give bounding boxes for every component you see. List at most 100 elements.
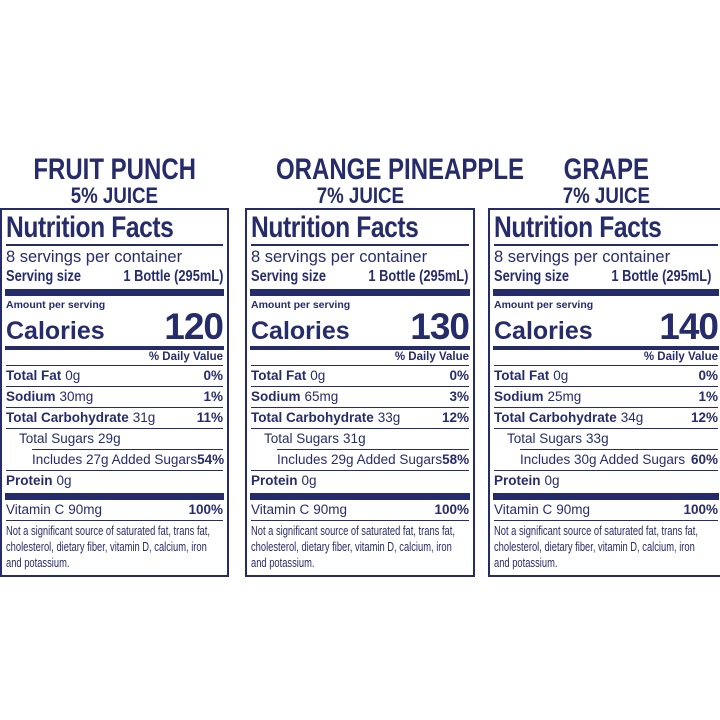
daily-value: 100% [683,502,718,517]
nutrient-name: Vitamin C [251,502,310,517]
row-vitamin-c: Vitamin C 90mg 100% [251,500,469,520]
row-total-sugars: Total Sugars 33g [494,428,718,449]
nutrition-facts-heading: Nutrition Facts [251,211,419,244]
nutrient-name: Includes 29g Added Sugars [277,452,443,467]
juice-percentage-subtitle: 7% JUICE [245,185,475,207]
nutrient-name: Total Fat [6,368,62,383]
nutrient-name: Sodium [494,389,544,404]
daily-value: 1% [698,389,718,404]
nutrient-name: Sodium [6,389,56,404]
flavor-title-text: ORANGE PINEAPPLE [276,153,525,186]
row-total-carbohydrate: Total Carbohydrate 33g 12% [251,407,469,428]
nutrient-amount: 0g [65,368,81,383]
servings-per-container: 8 servings per container [6,248,183,266]
daily-value: 0% [203,368,223,383]
nutrient-amount: 33g [586,431,609,446]
row-vitamin-c: Vitamin C 90mg 100% [494,500,718,520]
row-protein: Protein 0g [6,470,223,491]
serving-size-value: 1 Bottle (295mL) [611,268,712,285]
nutrient-name: Protein [251,473,298,488]
row-total-fat: Total Fat 0g 0% [251,365,469,386]
indented-hairline [277,449,469,450]
row-added-sugars: Includes 27g Added Sugars 54% [6,450,224,470]
row-sodium: Sodium 65mg 3% [251,386,469,407]
nutrition-panel-orange-pineapple: ORANGE PINEAPPLE 7% JUICE Nutrition Fact… [245,155,524,577]
serving-size-row: Serving size 1 Bottle (295mL) [494,267,718,287]
daily-value: 12% [441,410,469,425]
servings-per-container: 8 servings per container [251,248,428,266]
nutrient-amount: 29g [98,431,121,446]
nutrient-name: Total Fat [494,368,550,383]
nutrient-name: Includes 27g Added Sugars [32,452,198,467]
nutrient-amount: 0g [56,473,72,488]
row-protein: Protein 0g [494,470,718,491]
flavor-title: FRUIT PUNCH [0,155,229,185]
nutrition-facts-box: Nutrition Facts 8 servings per container… [488,208,720,577]
nutrient-amount: 90mg [68,502,103,517]
row-total-sugars: Total Sugars 31g [251,428,469,449]
divider-rule [6,244,223,246]
nutrient-name: Total Carbohydrate [251,410,374,425]
flavor-title-text: GRAPE [563,153,649,186]
footnote: Not a significant source of saturated fa… [494,520,718,573]
thick-bar [5,289,224,296]
daily-value: 60% [690,452,718,467]
calories-label: Calories [251,317,350,345]
flavor-title: GRAPE [488,155,720,185]
calories-label: Calories [494,317,593,345]
daily-value: 1% [203,389,223,404]
nutrient-name: Vitamin C [494,502,553,517]
nutrition-facts-box: Nutrition Facts 8 servings per container… [0,208,229,577]
nutrition-facts-heading: Nutrition Facts [494,211,662,244]
row-vitamin-c: Vitamin C 90mg 100% [6,500,223,520]
calories-row: Calories 130 [251,306,470,347]
nutrient-name: Total Fat [251,368,307,383]
juice-percentage-text: 7% JUICE [562,183,650,208]
nutrient-name: Total Carbohydrate [6,410,129,425]
nutrient-amount: 33g [377,410,401,425]
row-sodium: Sodium 25mg 1% [494,386,718,407]
nutrient-amount: 65mg [304,389,339,404]
nutrient-amount: 30mg [59,389,94,404]
indented-hairline [520,449,718,450]
juice-percentage-text: 7% JUICE [316,183,404,208]
daily-value-header: % Daily Value [643,351,718,363]
nutrient-amount: 0g [310,368,326,383]
thick-bar [250,289,470,296]
nutrition-panel-grape: GRAPE 7% JUICE Nutrition Facts 8 serving… [488,155,720,577]
row-added-sugars: Includes 30g Added Sugars 60% [494,450,718,470]
daily-value: 11% [196,410,223,425]
row-total-sugars: Total Sugars 29g [6,428,223,449]
calories-value: 120 [164,306,224,347]
row-total-fat: Total Fat 0g 0% [6,365,223,386]
footnote: Not a significant source of saturated fa… [251,520,469,573]
nutrient-amount: 34g [620,410,644,425]
servings-per-container: 8 servings per container [494,248,671,266]
calories-row: Calories 140 [494,308,719,345]
daily-value: 100% [434,502,469,517]
serving-size-label: Serving size [6,268,82,285]
nutrient-amount: 31g [132,410,156,425]
calories-value: 130 [410,306,470,347]
flavor-title: ORANGE PINEAPPLE [245,155,524,185]
serving-size-label: Serving size [251,268,327,285]
indented-hairline [32,449,223,450]
row-protein: Protein 0g [251,470,469,491]
nutrient-name: Includes 30g Added Sugars [520,452,686,467]
nutrition-facts-box: Nutrition Facts 8 servings per container… [245,208,475,577]
juice-percentage-text: 5% JUICE [70,183,159,208]
daily-value: 3% [449,389,469,404]
nutrition-facts-heading: Nutrition Facts [6,211,174,244]
nutrient-name: Total Sugars [19,431,95,446]
thick-bar [250,493,470,500]
amount-per-serving-label: Amount per serving [251,299,351,311]
thick-bar [5,493,224,500]
daily-value: 12% [690,410,718,425]
row-total-fat: Total Fat 0g 0% [494,365,718,386]
row-total-carbohydrate: Total Carbohydrate 31g 11% [6,407,223,428]
nutrient-amount: 90mg [556,502,591,517]
nutrient-amount: 25mg [547,389,582,404]
row-sodium: Sodium 30mg 1% [6,386,223,407]
serving-size-row: Serving size 1 Bottle (295mL) [251,267,469,287]
divider-rule [251,244,469,246]
